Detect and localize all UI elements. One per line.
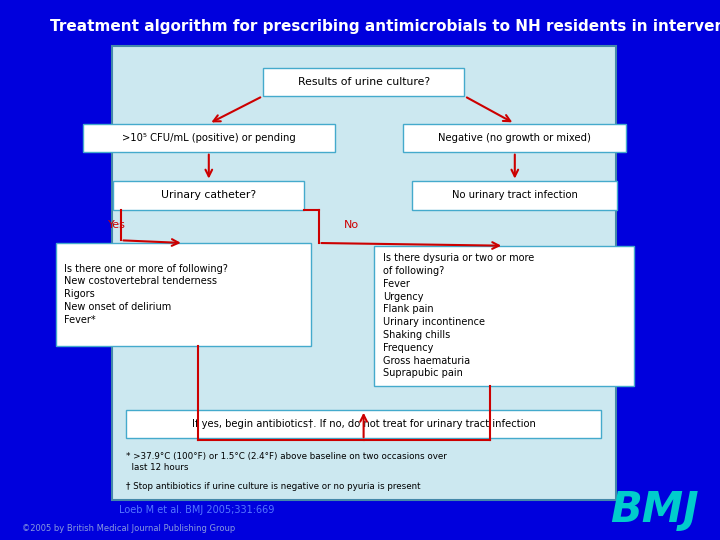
Text: Treatment algorithm for prescribing antimicrobials to NH residents in interventi: Treatment algorithm for prescribing anti…: [50, 19, 720, 34]
Text: If yes, begin antibiotics†. If no, do not treat for urinary tract infection: If yes, begin antibiotics†. If no, do no…: [192, 419, 536, 429]
Text: † Stop antibiotics if urine culture is negative or no pyuria is present: † Stop antibiotics if urine culture is n…: [126, 482, 420, 491]
FancyBboxPatch shape: [403, 124, 626, 152]
Text: BMJ: BMJ: [610, 489, 698, 531]
FancyBboxPatch shape: [374, 246, 634, 386]
FancyBboxPatch shape: [126, 410, 601, 438]
Text: Yes: Yes: [108, 220, 126, 231]
Text: No: No: [343, 220, 359, 231]
Text: ©2005 by British Medical Journal Publishing Group: ©2005 by British Medical Journal Publish…: [22, 524, 235, 532]
Text: >10⁵ CFU/mL (positive) or pending: >10⁵ CFU/mL (positive) or pending: [122, 133, 296, 143]
FancyBboxPatch shape: [56, 243, 311, 346]
Text: Is there one or more of following?
New costovertebral tenderness
Rigors
New onse: Is there one or more of following? New c…: [65, 264, 228, 325]
FancyBboxPatch shape: [412, 181, 618, 210]
Text: * >37.9°C (100°F) or 1.5°C (2.4°F) above baseline on two occasions over
  last 1: * >37.9°C (100°F) or 1.5°C (2.4°F) above…: [126, 452, 447, 472]
FancyBboxPatch shape: [263, 68, 464, 96]
Text: Negative (no growth or mixed): Negative (no growth or mixed): [438, 133, 591, 143]
Text: Urinary catheter?: Urinary catheter?: [161, 191, 256, 200]
Text: No urinary tract infection: No urinary tract infection: [452, 191, 577, 200]
Text: Is there dysuria or two or more
of following?
Fever
Urgency
Flank pain
Urinary i: Is there dysuria or two or more of follo…: [383, 253, 534, 379]
FancyBboxPatch shape: [112, 46, 616, 500]
FancyBboxPatch shape: [113, 181, 304, 210]
FancyBboxPatch shape: [83, 124, 335, 152]
Text: Loeb M et al. BMJ 2005;331:669: Loeb M et al. BMJ 2005;331:669: [119, 505, 274, 515]
Text: Results of urine culture?: Results of urine culture?: [297, 77, 430, 87]
